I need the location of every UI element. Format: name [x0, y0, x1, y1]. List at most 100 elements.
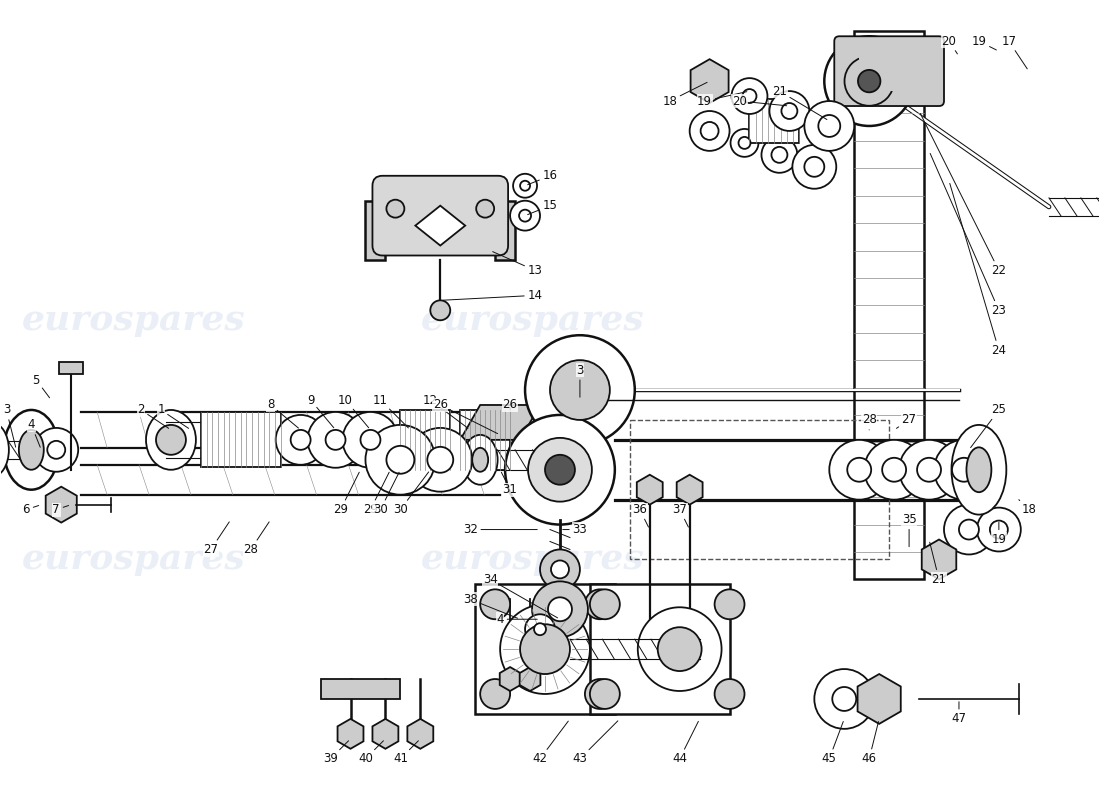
Circle shape: [481, 590, 510, 619]
Circle shape: [525, 614, 556, 644]
Circle shape: [476, 200, 494, 218]
Circle shape: [847, 458, 871, 482]
Text: 17: 17: [1001, 34, 1027, 69]
Circle shape: [326, 430, 345, 450]
Text: eurospares: eurospares: [21, 303, 245, 338]
Text: 3: 3: [2, 403, 15, 447]
Text: 19: 19: [991, 522, 1006, 546]
Circle shape: [858, 70, 880, 92]
Circle shape: [829, 440, 889, 500]
Circle shape: [658, 627, 702, 671]
Bar: [59, 362, 84, 374]
Polygon shape: [407, 719, 433, 749]
Circle shape: [585, 679, 615, 709]
Bar: [201, 413, 280, 467]
Circle shape: [308, 412, 363, 468]
Circle shape: [818, 115, 840, 137]
Circle shape: [638, 607, 722, 691]
Text: 5: 5: [33, 374, 50, 398]
Ellipse shape: [19, 430, 44, 470]
Text: 13: 13: [493, 252, 542, 277]
Text: 47: 47: [952, 702, 967, 726]
Text: 35: 35: [902, 513, 916, 546]
Circle shape: [427, 447, 453, 473]
Bar: [460, 410, 510, 470]
Circle shape: [977, 508, 1021, 551]
Circle shape: [824, 36, 914, 126]
Circle shape: [510, 201, 540, 230]
Text: eurospares: eurospares: [21, 542, 245, 577]
Text: 14: 14: [443, 289, 542, 302]
Circle shape: [865, 440, 924, 500]
Ellipse shape: [4, 410, 58, 490]
Circle shape: [781, 103, 798, 119]
Text: 18: 18: [662, 82, 707, 107]
Circle shape: [990, 521, 1008, 538]
Bar: [749, 98, 800, 143]
Circle shape: [690, 111, 729, 151]
Circle shape: [732, 78, 768, 114]
Circle shape: [386, 200, 405, 218]
Text: 33: 33: [563, 523, 587, 536]
Polygon shape: [46, 486, 77, 522]
Circle shape: [934, 440, 994, 500]
Circle shape: [520, 624, 570, 674]
Text: 25: 25: [970, 403, 1007, 448]
Text: 28: 28: [243, 522, 270, 556]
Circle shape: [548, 598, 572, 622]
FancyBboxPatch shape: [373, 176, 508, 255]
Text: 2: 2: [138, 403, 168, 428]
Text: 4: 4: [496, 613, 537, 626]
Polygon shape: [338, 719, 363, 749]
Circle shape: [804, 157, 824, 177]
Text: 30: 30: [393, 472, 429, 516]
Circle shape: [513, 174, 537, 198]
Circle shape: [917, 458, 940, 482]
Text: 12: 12: [422, 394, 468, 428]
Circle shape: [585, 590, 615, 619]
Circle shape: [500, 604, 590, 694]
Text: 10: 10: [338, 394, 368, 428]
Text: eurospares: eurospares: [420, 542, 645, 577]
Text: 41: 41: [393, 741, 418, 766]
Circle shape: [408, 428, 472, 492]
Polygon shape: [365, 201, 515, 261]
Text: 30: 30: [373, 472, 399, 516]
Text: 27: 27: [204, 522, 229, 556]
Text: 19: 19: [971, 34, 997, 50]
Text: 24: 24: [949, 183, 1006, 357]
Circle shape: [551, 561, 569, 578]
Text: 26: 26: [503, 398, 518, 411]
Text: 38: 38: [463, 593, 517, 618]
Text: 16: 16: [528, 170, 558, 185]
Circle shape: [519, 210, 531, 222]
Circle shape: [769, 91, 810, 131]
Circle shape: [590, 590, 619, 619]
Circle shape: [540, 550, 580, 590]
Text: 26: 26: [432, 398, 497, 434]
Circle shape: [534, 623, 546, 635]
Text: 45: 45: [822, 722, 844, 766]
Circle shape: [550, 360, 609, 420]
Text: 39: 39: [323, 741, 349, 766]
Circle shape: [47, 441, 65, 458]
Polygon shape: [373, 719, 398, 749]
Ellipse shape: [146, 410, 196, 470]
Ellipse shape: [463, 435, 497, 485]
Circle shape: [882, 458, 906, 482]
Text: 21: 21: [930, 542, 946, 586]
Text: 36: 36: [632, 503, 649, 527]
Text: eurospares: eurospares: [420, 303, 645, 338]
Circle shape: [361, 430, 381, 450]
Circle shape: [715, 590, 745, 619]
Text: 4: 4: [28, 418, 41, 447]
Bar: [475, 584, 615, 714]
Circle shape: [365, 425, 436, 494]
Polygon shape: [691, 59, 728, 103]
Text: 37: 37: [672, 503, 689, 527]
Circle shape: [715, 679, 745, 709]
Ellipse shape: [952, 425, 1006, 514]
Text: 9: 9: [307, 394, 333, 428]
Polygon shape: [519, 667, 540, 691]
Polygon shape: [499, 667, 520, 691]
